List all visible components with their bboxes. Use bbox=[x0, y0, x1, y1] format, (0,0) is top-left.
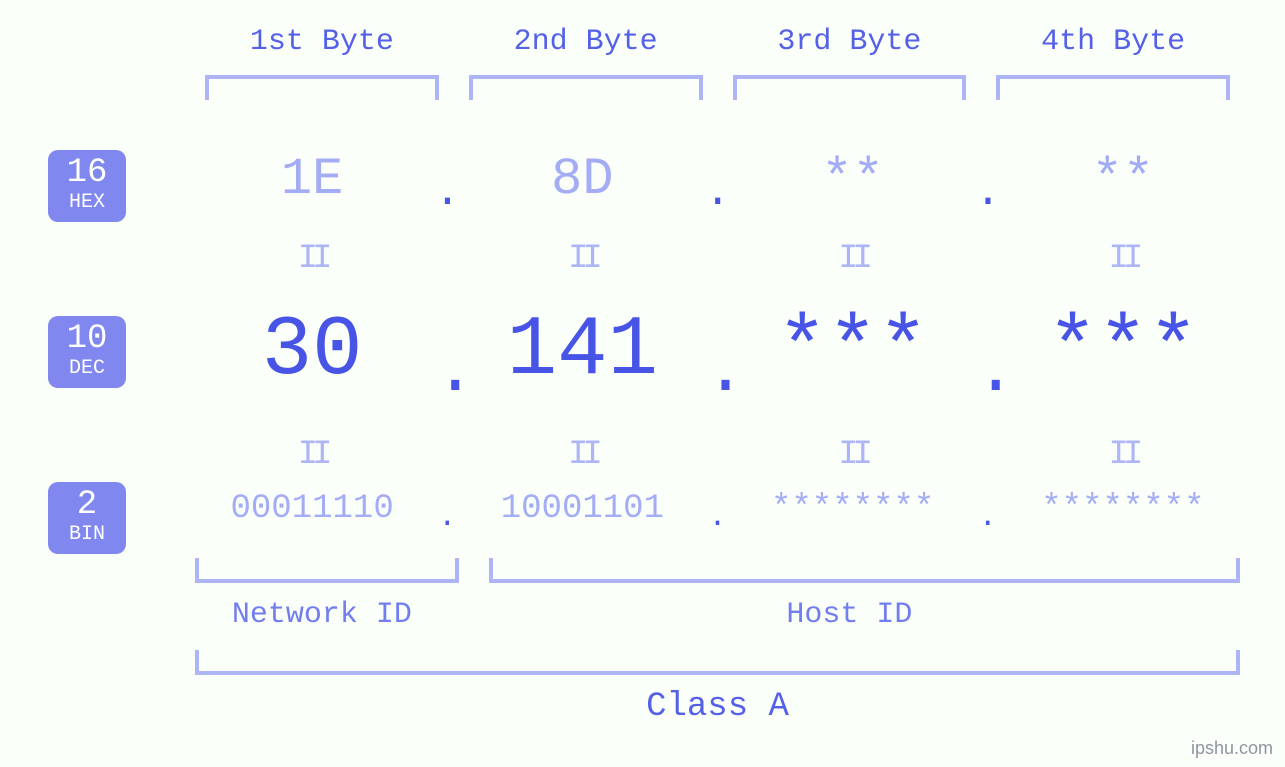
bin-byte-4: ******** bbox=[1001, 490, 1245, 528]
dec-byte-4: *** bbox=[1001, 304, 1245, 399]
top-bracket-2 bbox=[469, 75, 703, 100]
class-label: Class A bbox=[190, 688, 1245, 726]
top-brackets bbox=[190, 75, 1245, 100]
hex-byte-4: ** bbox=[1001, 150, 1245, 209]
badge-dec-base: 10 bbox=[48, 322, 126, 356]
dec-byte-1: 30 bbox=[190, 304, 434, 399]
badge-bin-abbr: BIN bbox=[48, 524, 126, 546]
top-bracket-4 bbox=[996, 75, 1230, 100]
equals-icon: II bbox=[190, 240, 434, 278]
badge-bin: 2 BIN bbox=[48, 482, 126, 554]
dot-icon: . bbox=[434, 333, 460, 412]
equals-row-1: II II II II bbox=[190, 240, 1245, 278]
byte-labels-row: 1st Byte 2nd Byte 3rd Byte 4th Byte bbox=[190, 25, 1245, 59]
hex-byte-3: ** bbox=[731, 150, 975, 209]
dot-icon: . bbox=[975, 168, 1001, 218]
hex-byte-2: 8D bbox=[460, 150, 704, 209]
class-bracket bbox=[195, 650, 1240, 675]
dot-icon: . bbox=[434, 168, 460, 218]
network-id-label: Network ID bbox=[190, 598, 454, 632]
byte-label-2: 2nd Byte bbox=[454, 25, 718, 59]
byte-label-1: 1st Byte bbox=[190, 25, 454, 59]
row-bin: 00011110 . 10001101 . ******** . *******… bbox=[190, 490, 1245, 528]
equals-icon: II bbox=[1001, 436, 1245, 474]
top-bracket-3 bbox=[733, 75, 967, 100]
badge-dec-abbr: DEC bbox=[48, 358, 126, 380]
equals-icon: II bbox=[731, 240, 975, 278]
equals-icon: II bbox=[460, 436, 704, 474]
equals-icon: II bbox=[460, 240, 704, 278]
top-bracket-1 bbox=[205, 75, 439, 100]
bin-byte-2: 10001101 bbox=[460, 490, 704, 528]
row-dec: 30 . 141 . *** . *** bbox=[190, 304, 1245, 399]
badge-dec: 10 DEC bbox=[48, 316, 126, 388]
host-bracket bbox=[489, 558, 1240, 583]
bin-byte-3: ******** bbox=[731, 490, 975, 528]
dot-icon: . bbox=[705, 333, 731, 412]
dec-byte-2: 141 bbox=[460, 304, 704, 399]
dot-icon: . bbox=[975, 501, 1001, 535]
equals-icon: II bbox=[190, 436, 434, 474]
bin-byte-1: 00011110 bbox=[190, 490, 434, 528]
dot-icon: . bbox=[434, 501, 460, 535]
dot-icon: . bbox=[975, 333, 1001, 412]
badge-bin-base: 2 bbox=[48, 488, 126, 522]
host-id-label: Host ID bbox=[454, 598, 1245, 632]
dot-icon: . bbox=[705, 168, 731, 218]
badge-hex: 16 HEX bbox=[48, 150, 126, 222]
byte-label-4: 4th Byte bbox=[981, 25, 1245, 59]
badge-hex-base: 16 bbox=[48, 156, 126, 190]
badge-hex-abbr: HEX bbox=[48, 192, 126, 214]
equals-row-2: II II II II bbox=[190, 436, 1245, 474]
dec-byte-3: *** bbox=[731, 304, 975, 399]
dot-icon: . bbox=[705, 501, 731, 535]
row-hex: 1E . 8D . ** . ** bbox=[190, 150, 1245, 209]
watermark: ipshu.com bbox=[1191, 738, 1273, 759]
network-host-labels: Network ID Host ID bbox=[190, 598, 1245, 632]
equals-icon: II bbox=[731, 436, 975, 474]
hex-byte-1: 1E bbox=[190, 150, 434, 209]
equals-icon: II bbox=[1001, 240, 1245, 278]
byte-label-3: 3rd Byte bbox=[718, 25, 982, 59]
network-bracket bbox=[195, 558, 459, 583]
network-host-brackets bbox=[190, 558, 1245, 583]
